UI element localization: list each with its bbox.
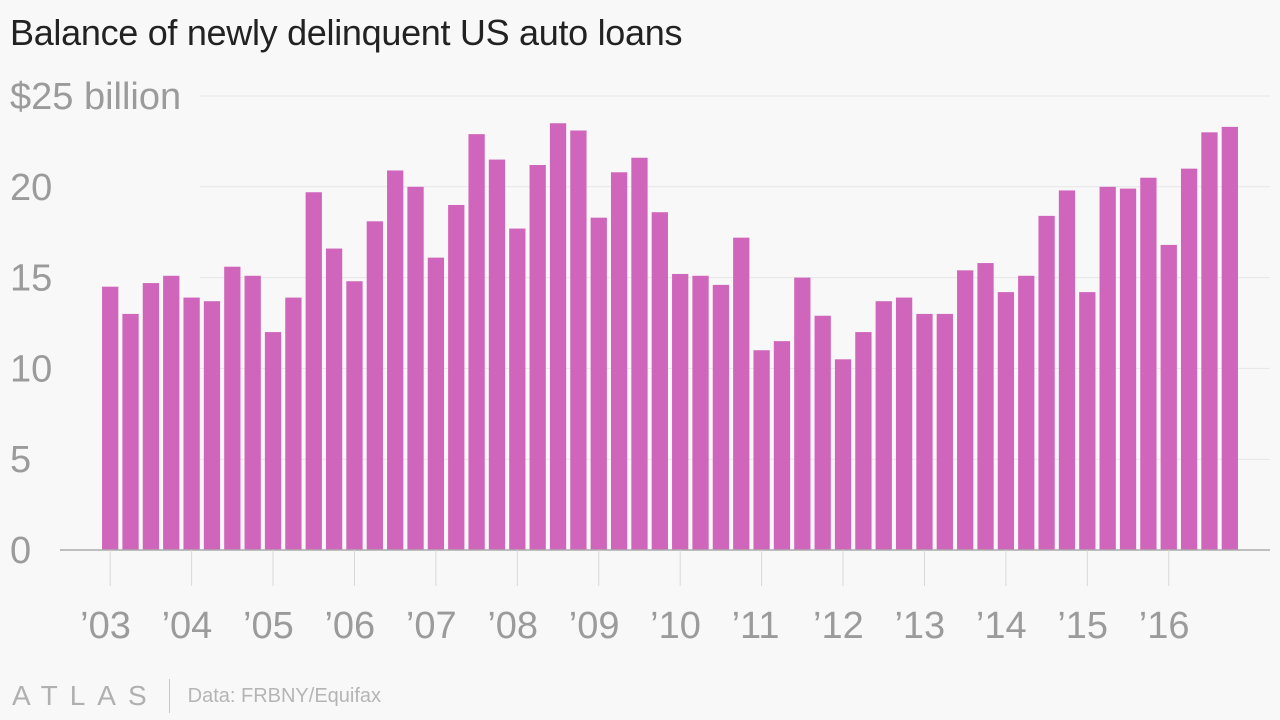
bar <box>183 297 200 550</box>
bar <box>509 228 526 550</box>
bar <box>733 237 750 550</box>
bar <box>1079 292 1096 550</box>
bar <box>142 283 160 550</box>
y-tick-label: 10 <box>10 348 52 390</box>
bar <box>407 186 424 551</box>
y-tick-label: 5 <box>10 439 31 481</box>
bar <box>366 221 383 551</box>
x-tick-label: ’07 <box>406 605 457 647</box>
bar <box>610 172 628 550</box>
x-tick-label: ’14 <box>976 605 1027 647</box>
bar <box>957 270 974 550</box>
bar <box>122 313 139 550</box>
bar <box>305 192 322 550</box>
bar <box>651 212 668 550</box>
bar <box>997 292 1015 550</box>
x-tick-label: ’04 <box>162 605 213 647</box>
x-tick-label: ’05 <box>243 605 294 647</box>
bar <box>1180 168 1198 550</box>
bar <box>203 301 221 550</box>
bar <box>427 257 445 550</box>
bar <box>672 273 689 550</box>
bar <box>977 263 994 550</box>
footer-divider <box>168 679 170 713</box>
bar <box>936 313 953 550</box>
bar <box>468 134 485 550</box>
bar <box>895 297 913 550</box>
x-tick-label: ’10 <box>650 605 701 647</box>
y-tick-label: $25 billion <box>10 76 181 118</box>
x-tick-label: ’13 <box>894 605 945 647</box>
bar <box>244 275 261 550</box>
bars <box>102 123 1238 551</box>
footer: ATLAS Data: FRBNY/Equifax <box>12 676 381 716</box>
bar <box>753 350 770 550</box>
y-tick-label: 0 <box>10 530 31 572</box>
bar <box>773 341 791 550</box>
x-tick-label: ’15 <box>1057 605 1108 647</box>
bar <box>264 332 282 550</box>
bar <box>1099 186 1116 551</box>
data-source: Data: FRBNY/Equifax <box>187 684 382 707</box>
bar <box>1140 177 1157 550</box>
bar <box>814 315 831 550</box>
bar <box>448 204 465 550</box>
bar <box>224 266 241 550</box>
bar <box>692 275 709 550</box>
bar <box>1038 215 1055 551</box>
bar <box>549 123 567 551</box>
bar <box>529 165 546 550</box>
x-tick-label: ’11 <box>732 605 780 647</box>
bar <box>488 159 506 550</box>
y-tick-label: 15 <box>10 258 52 300</box>
x-tick-label: ’12 <box>813 605 864 647</box>
bar <box>1201 132 1218 550</box>
bar <box>285 297 302 550</box>
x-tick-label: ’09 <box>569 605 620 647</box>
chart-title: Balance of newly delinquent US auto loan… <box>10 12 683 53</box>
bar <box>1160 244 1177 550</box>
bar <box>855 332 872 550</box>
bar <box>631 157 648 551</box>
bar <box>834 359 852 550</box>
x-tick-label: ’06 <box>324 605 375 647</box>
bar <box>875 301 892 550</box>
bar <box>163 275 180 550</box>
bar <box>794 277 811 550</box>
x-tick-label: ’03 <box>80 605 131 647</box>
atlas-logo: ATLAS <box>12 680 159 711</box>
bar <box>346 281 363 550</box>
bar <box>712 284 730 550</box>
x-axis-labels: ’03 ’04 ’05 ’06 ’07 ’08 ’09 ’10 ’11 ’12 ’13 ’14 ’15 ’… <box>80 550 1189 647</box>
x-tick-label: ’08 <box>487 605 538 647</box>
bar <box>570 130 587 550</box>
bar <box>1058 190 1076 550</box>
bar <box>1119 188 1137 550</box>
bar <box>387 170 404 550</box>
bar <box>916 313 933 550</box>
y-axis-labels: 0 5 10 15 20 $25 billion <box>10 76 181 572</box>
bar <box>1221 126 1238 551</box>
bar <box>590 217 607 551</box>
bar <box>102 286 119 550</box>
y-tick-label: 20 <box>10 167 52 209</box>
x-tick-label: ’16 <box>1139 605 1190 647</box>
bar <box>1018 275 1035 550</box>
bar <box>325 248 343 551</box>
